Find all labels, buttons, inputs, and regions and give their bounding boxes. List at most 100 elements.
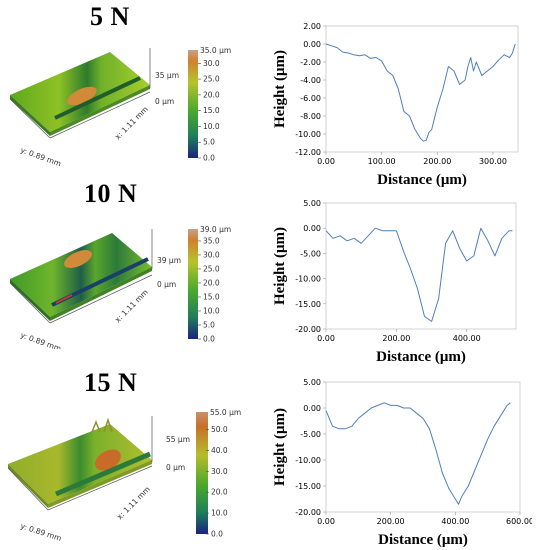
profile-line (325, 402, 511, 505)
scale-tick-label: 10.0 (211, 509, 228, 518)
y-tick-label: -10.00 (295, 275, 321, 284)
scale-tick-label: 5.0 (203, 320, 215, 329)
scale-tick-label: 30.0 (211, 467, 228, 476)
x-tick-label: 200.00 (423, 157, 451, 166)
y-tick-label: -15.00 (295, 300, 321, 309)
surface-front (50, 85, 150, 136)
y-tick-label: 0.00 (303, 224, 321, 233)
z-top-label: 35 μm (155, 71, 179, 80)
axis-x-label: x: 1.11 mm (113, 105, 150, 142)
profile-line (325, 43, 516, 142)
scale-tick-label: 30.0 (203, 59, 220, 68)
scale-tick-label: 0.0 (211, 530, 223, 539)
y-tick-label: -10.00 (295, 456, 321, 465)
x-tick-label: 100.00 (368, 157, 396, 166)
y-axis-label: Height (μm) (272, 227, 288, 305)
scale-tick-label: 25.0 (203, 264, 220, 273)
scale-tick-label: 0.0 (203, 335, 215, 344)
y-tick-label: -5.00 (300, 430, 321, 439)
axis-y-label: y: 0.89 mm (19, 145, 62, 168)
scale-tick-label: 25.0 (203, 75, 220, 84)
x-axis-label: Distance (μm) (376, 349, 466, 365)
y-tick-label: -5.00 (300, 249, 321, 258)
y-tick-label: -20.00 (295, 508, 321, 517)
z-bottom-label: 0 μm (157, 280, 176, 289)
scale-max: 55.0 μm (210, 408, 241, 417)
y-tick-label: -6.00 (300, 94, 321, 103)
wear-track (55, 451, 151, 497)
x-tick-label: 0.00 (317, 334, 335, 343)
scale-tick-label: 50.0 (211, 425, 228, 434)
x-axis-label: Distance (μm) (377, 172, 467, 188)
surface-3d-plot: y: 0.89 mm x: 1.11 mm 39 μm 0 μm (9, 229, 181, 349)
y-tick-label: 2.00 (303, 22, 321, 31)
scale-tick-label: 15.0 (203, 292, 220, 301)
x-tick-label: 600.00 (506, 517, 532, 526)
surface-front (48, 460, 152, 508)
scale-tick-label: 30.0 (203, 250, 220, 259)
x-axis-label: Distance (μm) (378, 532, 468, 548)
plot-frame (325, 25, 519, 153)
scale-max: 35.0 μm (200, 46, 231, 55)
surface-3d-plot: y: 0.89 mm x: 1.11 mm 35 μm 0 μm (9, 48, 179, 168)
surface-side (8, 464, 48, 508)
y-axis-label: Height (μm) (272, 50, 288, 128)
load-label: 10 N (84, 179, 138, 208)
plot-frame (325, 202, 517, 330)
load-label: 15 N (84, 368, 138, 397)
surface-front (50, 267, 152, 321)
y-tick-label: 0.00 (303, 404, 321, 413)
y-tick-label: -8.00 (300, 112, 321, 121)
wear-track (54, 76, 141, 120)
plot-frame (325, 381, 521, 513)
load-label: 5 N (90, 2, 130, 31)
x-tick-label: 300.00 (479, 157, 507, 166)
panel-15n: 15 N y: 0.89 mm x: 1.11 mm 55 μm 0 μm (0, 364, 536, 548)
z-bottom-label: 0 μm (166, 463, 185, 472)
scale-tick-label: 10.0 (203, 306, 220, 315)
panel-10n: 10 N y: 0.89 mm x: 1.11 mm 39 μm 0 μm (0, 179, 536, 365)
y-tick-label: 5.00 (303, 199, 321, 208)
pileup-peak (64, 250, 92, 268)
scale-tick-label: 20.0 (203, 90, 220, 99)
axis-x-label: x: 1.11 mm (115, 485, 152, 522)
z-bottom-label: 0 μm (155, 97, 174, 106)
profile-chart-15n: 5.000.00-5.00-10.00-15.00-20.000.00 200.0… (272, 378, 532, 548)
scale-tick-label: 20.0 (203, 278, 220, 287)
x-tick-label: 400.00 (453, 334, 481, 343)
surface-top (10, 233, 152, 317)
x-tick-label: 0.00 (317, 157, 335, 166)
surface-side (10, 95, 50, 136)
axis-y-label: y: 0.89 mm (19, 521, 62, 542)
x-tick-label: 200.00 (382, 334, 410, 343)
color-bar (188, 50, 198, 158)
scale-tick-label: 20.0 (211, 488, 228, 497)
x-tick-label: 200.00 (377, 517, 405, 526)
scale-tick-label: 5.0 (203, 138, 215, 147)
profile-chart-10n: 5.000.00-5.00-10.00-15.00-20.000.00 200.0… (272, 199, 517, 365)
scale-tick-label: 40.0 (211, 446, 228, 455)
y-tick-label: -2.00 (300, 58, 321, 67)
axis-y-label: y: 0.89 mm (19, 330, 62, 349)
axis-x-label: x: 1.11 mm (113, 288, 150, 325)
y-tick-label: -4.00 (300, 76, 321, 85)
y-tick-label: 0.00 (303, 40, 321, 49)
surface-top (8, 424, 152, 504)
surface-3d-plot: y: 0.89 mm x: 1.11 mm 55 μm 0 μm (7, 416, 190, 542)
surface-side (10, 279, 50, 321)
color-bar (188, 229, 198, 339)
scale-tick-label: 35.0 (203, 236, 220, 245)
y-tick-label: -10.00 (295, 130, 321, 139)
scale-tick-label: 0.0 (203, 154, 215, 163)
panel-5n: 5 N y: 0.89 mm x: 1.11 mm 35 μm 0 μm (0, 0, 536, 188)
scale-tick-label: 15.0 (203, 106, 220, 115)
y-axis-label: Height (μm) (272, 408, 288, 486)
x-tick-label: 0.00 (317, 517, 335, 526)
profile-chart-5n: 2.00 0.00 -2.00 -4.00 -6.00 -8.00 -10.00 -12.00… (272, 22, 519, 188)
pileup-peak (67, 86, 97, 106)
y-tick-label: -12.00 (295, 148, 321, 157)
color-scale: 39.0 μm 35.0 30.0 25.0 20.0 15.0 10.0 5.0 0.0 (188, 225, 231, 344)
y-tick-label: 5.00 (303, 378, 321, 387)
z-top-label: 39 μm (157, 256, 181, 265)
color-scale: 35.0 μm 30.0 25.0 20.0 15.0 10.0 5.0 0.0 (188, 46, 231, 163)
